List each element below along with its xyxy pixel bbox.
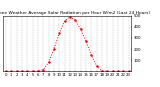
Title: Milwaukee Weather Average Solar Radiation per Hour W/m2 (Last 24 Hours): Milwaukee Weather Average Solar Radiatio… — [0, 11, 150, 15]
